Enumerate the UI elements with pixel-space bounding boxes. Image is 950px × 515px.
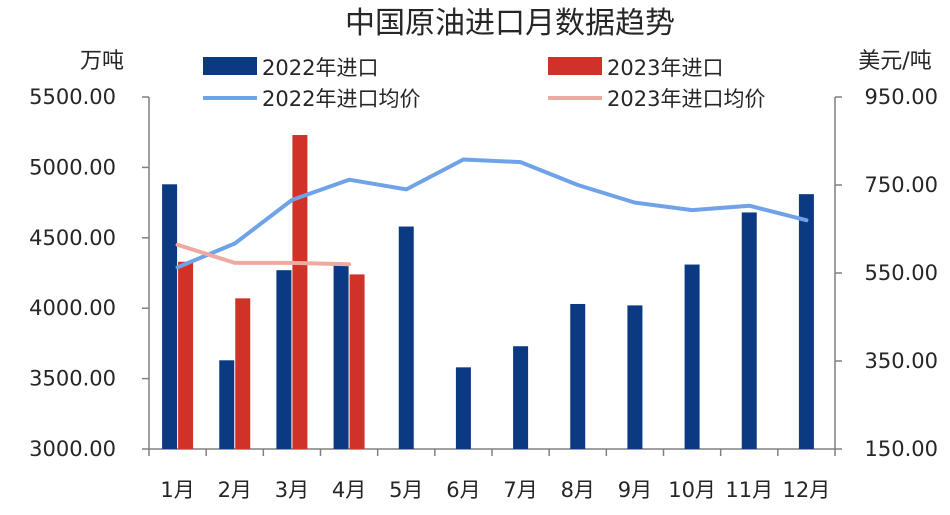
axes: 3000.00 3500.00 4000.00 4500.00 5000.00 5500.… bbox=[29, 85, 938, 502]
left-tick-label: 5500.00 bbox=[29, 85, 116, 109]
bar-2023-import bbox=[292, 135, 308, 450]
x-tick-label: 11月 bbox=[725, 478, 773, 502]
bar-2022-import bbox=[219, 360, 235, 449]
right-tick-label: 350.00 bbox=[865, 349, 938, 373]
bar-2022-import bbox=[455, 367, 471, 449]
chart-title: 中国原油进口月数据趋势 bbox=[345, 6, 675, 41]
right-tick-label: 550.00 bbox=[865, 261, 938, 285]
legend-label-2023-price: 2023年进口均价 bbox=[607, 87, 765, 111]
bar-2022-import bbox=[276, 270, 292, 449]
x-tick-label: 9月 bbox=[618, 478, 652, 502]
bar-2022-import bbox=[684, 264, 700, 449]
bar-2023-import bbox=[235, 298, 251, 449]
lines bbox=[175, 157, 809, 270]
right-tick-label: 950.00 bbox=[865, 85, 938, 109]
x-tick-label: 2月 bbox=[218, 478, 252, 502]
left-tick-label: 5000.00 bbox=[29, 155, 116, 179]
bar-2023-import bbox=[178, 261, 194, 449]
left-axis-unit: 万吨 bbox=[80, 49, 124, 74]
x-tick-label: 10月 bbox=[668, 478, 716, 502]
legend-label-2022-price: 2022年进口均价 bbox=[262, 87, 420, 111]
x-tick-label: 3月 bbox=[275, 478, 309, 502]
legend-label-2022-import: 2022年进口 bbox=[262, 56, 378, 80]
bars bbox=[162, 135, 814, 450]
x-tick-label: 4月 bbox=[332, 478, 366, 502]
legend-swatch-2023-import bbox=[548, 57, 602, 75]
bar-2022-import bbox=[627, 305, 643, 449]
bar-2022-import bbox=[570, 303, 586, 449]
left-tick-label: 3000.00 bbox=[29, 437, 116, 461]
right-axis-unit: 美元/吨 bbox=[858, 49, 931, 74]
x-tick-label: 8月 bbox=[561, 478, 595, 502]
x-tick-label: 12月 bbox=[783, 478, 831, 502]
bar-2022-import bbox=[513, 346, 529, 449]
legend: 2022年进口 2023年进口 2022年进口均价 2023年进口均价 bbox=[203, 56, 765, 111]
x-tick-label: 6月 bbox=[446, 478, 480, 502]
left-tick-label: 3500.00 bbox=[29, 367, 116, 391]
right-tick-label: 150.00 bbox=[865, 437, 938, 461]
x-tick-label: 1月 bbox=[160, 478, 194, 502]
bar-2022-import bbox=[798, 194, 814, 449]
x-tick-label: 5月 bbox=[389, 478, 423, 502]
legend-label-2023-import: 2023年进口 bbox=[607, 56, 723, 80]
bar-2022-import bbox=[398, 226, 414, 449]
right-tick-label: 750.00 bbox=[865, 173, 938, 197]
legend-swatch-2022-import bbox=[203, 57, 257, 75]
line-2023-price bbox=[175, 242, 352, 267]
bar-2023-import bbox=[349, 274, 365, 449]
line-2022-price bbox=[175, 157, 809, 270]
bar-2022-import bbox=[162, 184, 178, 449]
left-tick-label: 4500.00 bbox=[29, 226, 116, 250]
x-tick-label: 7月 bbox=[503, 478, 537, 502]
left-tick-label: 4000.00 bbox=[29, 296, 116, 320]
bar-2022-import bbox=[333, 263, 349, 449]
bar-2022-import bbox=[741, 212, 757, 449]
